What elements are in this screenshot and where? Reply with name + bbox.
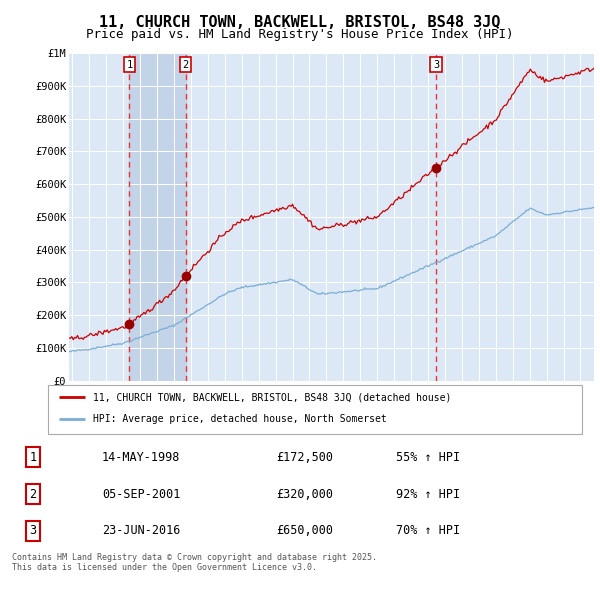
Text: £320,000: £320,000 (276, 487, 333, 501)
Text: 11, CHURCH TOWN, BACKWELL, BRISTOL, BS48 3JQ (detached house): 11, CHURCH TOWN, BACKWELL, BRISTOL, BS48… (94, 392, 452, 402)
Text: Contains HM Land Registry data © Crown copyright and database right 2025.
This d: Contains HM Land Registry data © Crown c… (12, 553, 377, 572)
Bar (130, 53, 185, 381)
Text: 05-SEP-2001: 05-SEP-2001 (102, 487, 181, 501)
Text: £172,500: £172,500 (276, 451, 333, 464)
Text: 11, CHURCH TOWN, BACKWELL, BRISTOL, BS48 3JQ: 11, CHURCH TOWN, BACKWELL, BRISTOL, BS48… (99, 15, 501, 30)
Text: Price paid vs. HM Land Registry's House Price Index (HPI): Price paid vs. HM Land Registry's House … (86, 28, 514, 41)
Text: 14-MAY-1998: 14-MAY-1998 (102, 451, 181, 464)
Text: 3: 3 (29, 525, 37, 537)
Text: 23-JUN-2016: 23-JUN-2016 (102, 525, 181, 537)
Text: 1: 1 (127, 60, 133, 70)
Text: 1: 1 (29, 451, 37, 464)
Text: 2: 2 (29, 487, 37, 501)
Text: 2: 2 (182, 60, 188, 70)
FancyBboxPatch shape (48, 385, 582, 434)
Text: 70% ↑ HPI: 70% ↑ HPI (396, 525, 460, 537)
Text: 92% ↑ HPI: 92% ↑ HPI (396, 487, 460, 501)
Text: £650,000: £650,000 (276, 525, 333, 537)
Text: 55% ↑ HPI: 55% ↑ HPI (396, 451, 460, 464)
Text: 3: 3 (433, 60, 439, 70)
Text: HPI: Average price, detached house, North Somerset: HPI: Average price, detached house, Nort… (94, 414, 387, 424)
